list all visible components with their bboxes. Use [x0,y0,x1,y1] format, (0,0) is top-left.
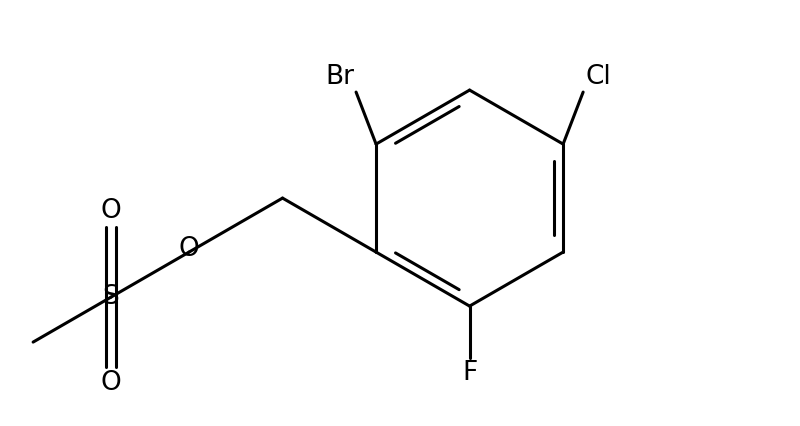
Text: O: O [178,236,199,262]
Text: F: F [462,360,478,386]
Text: O: O [101,198,122,224]
Text: O: O [101,370,122,396]
Text: Cl: Cl [585,64,611,90]
Text: S: S [102,284,119,310]
Text: Br: Br [325,64,354,90]
